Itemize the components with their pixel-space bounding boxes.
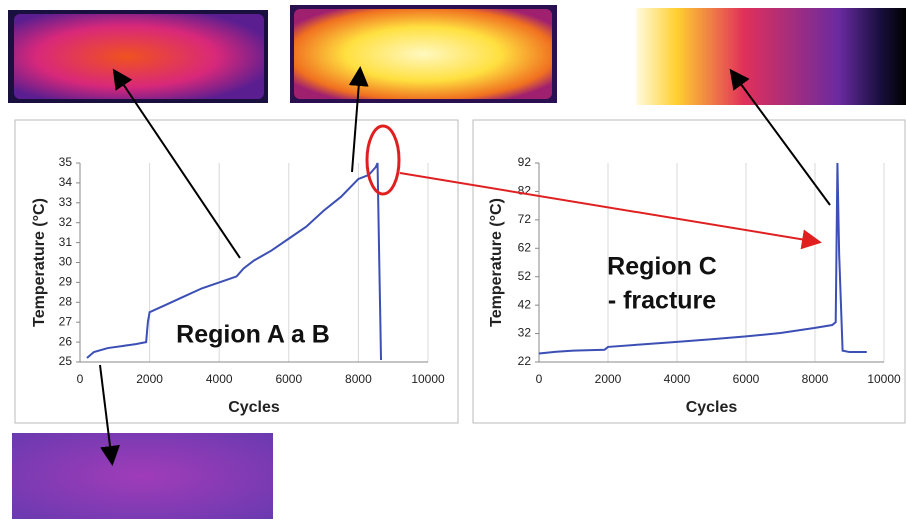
arrow: [729, 68, 831, 206]
x-tick-label: 0: [536, 372, 543, 386]
x-tick-label: 8000: [802, 372, 829, 386]
y-axis-label: Temperature (°C): [31, 198, 48, 327]
data-line: [86, 162, 383, 361]
x-tick-label: 2000: [136, 372, 163, 386]
thermal-image: [636, 8, 906, 105]
x-tick-label: 6000: [275, 372, 302, 386]
y-tick-label: 32: [59, 215, 73, 229]
y-axis-label: Temperature (°C): [488, 198, 505, 327]
chart-frame: [14, 119, 459, 424]
y-tick-label: 33: [59, 195, 73, 209]
annotation: Region C: [607, 253, 717, 281]
thermal-image: [14, 14, 264, 99]
y-tick-label: 25: [59, 354, 73, 368]
y-tick-label: 82: [518, 184, 532, 198]
annotation: Region A a B: [176, 321, 330, 349]
y-tick-label: 92: [518, 155, 532, 169]
y-tick-label: 29: [59, 275, 73, 289]
y-tick-label: 52: [518, 269, 532, 283]
y-tick-label: 72: [518, 212, 532, 226]
thermal-image: [294, 9, 552, 99]
y-tick-label: 35: [59, 155, 73, 169]
y-tick-label: 27: [59, 314, 73, 328]
y-tick-label: 26: [59, 334, 73, 348]
x-tick-label: 10000: [867, 372, 901, 386]
y-tick-label: 31: [59, 235, 73, 249]
arrow: [399, 172, 822, 250]
charts: 0 2000 4000 6000 8000 10000 25 26 27 28 29 30 31 32 33…: [31, 155, 901, 416]
data-line: [538, 162, 867, 355]
x-tick-label: 4000: [664, 372, 691, 386]
y-tick-label: 30: [59, 255, 73, 269]
x-axis-label: Cycles: [228, 399, 280, 416]
annotation: - fracture: [608, 287, 716, 315]
arrow: [99, 364, 120, 466]
y-tick-label: 32: [518, 326, 532, 340]
y-tick-label: 34: [59, 175, 73, 189]
x-tick-label: 0: [77, 372, 84, 386]
x-tick-label: 4000: [206, 372, 233, 386]
y-tick-label: 42: [518, 297, 532, 311]
x-axis-label: Cycles: [686, 399, 738, 416]
x-tick-label: 2000: [595, 372, 622, 386]
highlight-ellipse: [365, 124, 401, 196]
arrow: [112, 68, 241, 259]
x-tick-label: 10000: [411, 372, 445, 386]
x-tick-label: 6000: [733, 372, 760, 386]
chart-frame: [472, 119, 906, 424]
y-tick-label: 22: [518, 354, 532, 368]
thermal-image: [12, 433, 273, 519]
y-tick-label: 62: [518, 240, 532, 254]
y-tick-label: 28: [59, 294, 73, 308]
x-tick-label: 8000: [345, 372, 372, 386]
arrow: [348, 66, 369, 173]
